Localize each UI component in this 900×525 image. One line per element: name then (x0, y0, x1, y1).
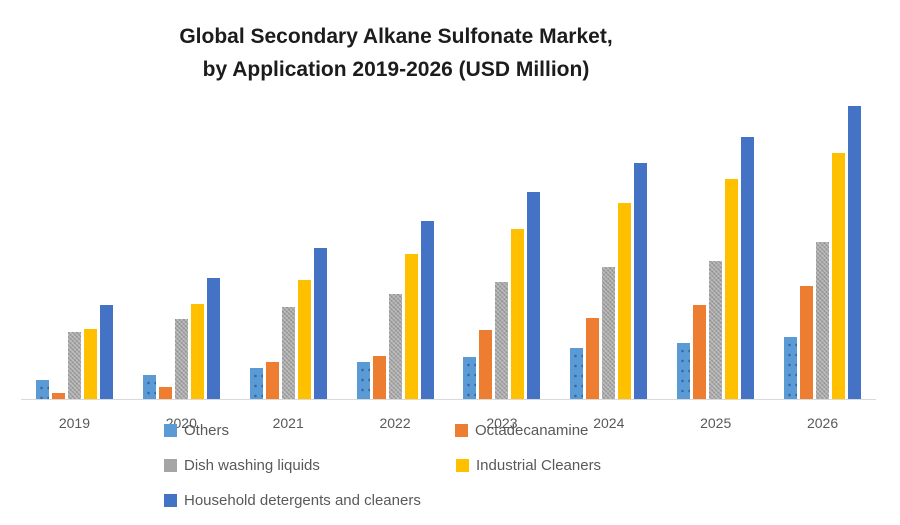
legend-swatch-industrial-cleaners (456, 458, 469, 472)
bar-household-detergents-and-cleaners-2021 (313, 248, 327, 399)
legend-item-octadecanamine: Octadecanamine (455, 420, 588, 440)
legend-label-others: Others (184, 421, 230, 439)
legend-item-industrial-cleaners: Industrial Cleaners (456, 455, 601, 475)
x-tick-label-2024: 2024 (593, 415, 625, 431)
bar-dish-washing-liquids-2023 (495, 282, 509, 399)
bar-group-2024 (555, 100, 662, 399)
bar-octadecanamine-2026 (800, 286, 814, 399)
bar-octadecanamine-2019 (51, 393, 65, 399)
bar-dish-washing-liquids-2020 (174, 319, 188, 399)
bar-others-2025 (677, 343, 691, 399)
bar-industrial-cleaners-2026 (832, 153, 846, 399)
bar-industrial-cleaners-2019 (83, 329, 97, 399)
bar-others-2019 (35, 380, 49, 399)
legend-swatch-household-detergents (164, 493, 177, 507)
bar-group-2020 (128, 100, 235, 399)
bar-industrial-cleaners-2023 (511, 229, 525, 399)
legend-label-household-detergents: Household detergents and cleaners (184, 491, 421, 509)
bar-others-2026 (784, 337, 798, 399)
x-tick-label-2025: 2025 (700, 415, 732, 431)
legend-swatch-octadecanamine (455, 423, 468, 437)
bar-household-detergents-and-cleaners-2024 (634, 163, 648, 399)
bar-others-2020 (142, 375, 156, 399)
bar-group-2019 (21, 100, 128, 399)
bar-household-detergents-and-cleaners-2019 (99, 305, 113, 399)
bar-dish-washing-liquids-2026 (816, 242, 830, 399)
bar-dish-washing-liquids-2022 (388, 294, 402, 399)
legend-label-industrial-cleaners: Industrial Cleaners (476, 456, 602, 474)
bar-group-2021 (235, 100, 342, 399)
bar-household-detergents-and-cleaners-2026 (848, 106, 862, 399)
bar-octadecanamine-2021 (265, 362, 279, 399)
bar-household-detergents-and-cleaners-2023 (527, 192, 541, 399)
bar-others-2023 (463, 357, 477, 399)
bar-dish-washing-liquids-2021 (281, 307, 295, 399)
bar-octadecanamine-2023 (479, 330, 493, 399)
x-tick-label-2026: 2026 (806, 415, 839, 431)
legend-label-dish-washing-liquids: Dish washing liquids (184, 456, 320, 474)
bar-group-2025 (662, 100, 769, 399)
x-tick-label-2023: 2023 (486, 415, 518, 431)
legend-item-others: Others (164, 420, 229, 440)
x-tick-label-2022: 2022 (379, 415, 411, 431)
x-tick-label-2019: 2019 (58, 415, 91, 431)
bar-others-2021 (249, 368, 263, 399)
bar-octadecanamine-2024 (586, 318, 600, 399)
x-tick-label-2021: 2021 (272, 415, 304, 431)
bar-others-2024 (570, 348, 584, 399)
bar-industrial-cleaners-2022 (404, 254, 418, 399)
bar-household-detergents-and-cleaners-2020 (206, 278, 220, 399)
bar-group-2022 (342, 100, 449, 399)
legend-swatch-dish-washing-liquids (164, 458, 177, 472)
x-axis-labels: 2019 2020 2021 2022 2023 2024 2025 2026 (21, 415, 876, 431)
legend-swatch-others (164, 423, 177, 437)
bar-industrial-cleaners-2025 (725, 179, 739, 399)
bar-industrial-cleaners-2021 (297, 280, 311, 399)
bar-octadecanamine-2022 (372, 356, 386, 399)
bar-dish-washing-liquids-2025 (709, 261, 723, 399)
chart-title-line2: by Application 2019-2026 (USD Million) (202, 58, 590, 81)
bar-dish-washing-liquids-2024 (602, 267, 616, 399)
legend-item-dish-washing-liquids: Dish washing liquids (164, 455, 320, 475)
bar-industrial-cleaners-2024 (618, 203, 632, 399)
legend-label-octadecanamine: Octadecanamine (475, 421, 589, 439)
plot-area (21, 100, 876, 400)
chart-title: Global Secondary Alkane Sulfonate Market… (0, 20, 792, 86)
bar-industrial-cleaners-2020 (190, 304, 204, 399)
bar-others-2022 (356, 362, 370, 399)
legend-item-household-detergents: Household detergents and cleaners (164, 490, 421, 510)
bar-group-2023 (449, 100, 556, 399)
bar-octadecanamine-2020 (158, 387, 172, 399)
bar-household-detergents-and-cleaners-2025 (741, 137, 755, 399)
bar-group-2026 (769, 100, 876, 399)
bar-octadecanamine-2025 (693, 305, 707, 399)
chart-title-line1: Global Secondary Alkane Sulfonate Market… (179, 25, 613, 48)
bar-dish-washing-liquids-2019 (67, 332, 81, 399)
bar-household-detergents-and-cleaners-2022 (420, 221, 434, 399)
